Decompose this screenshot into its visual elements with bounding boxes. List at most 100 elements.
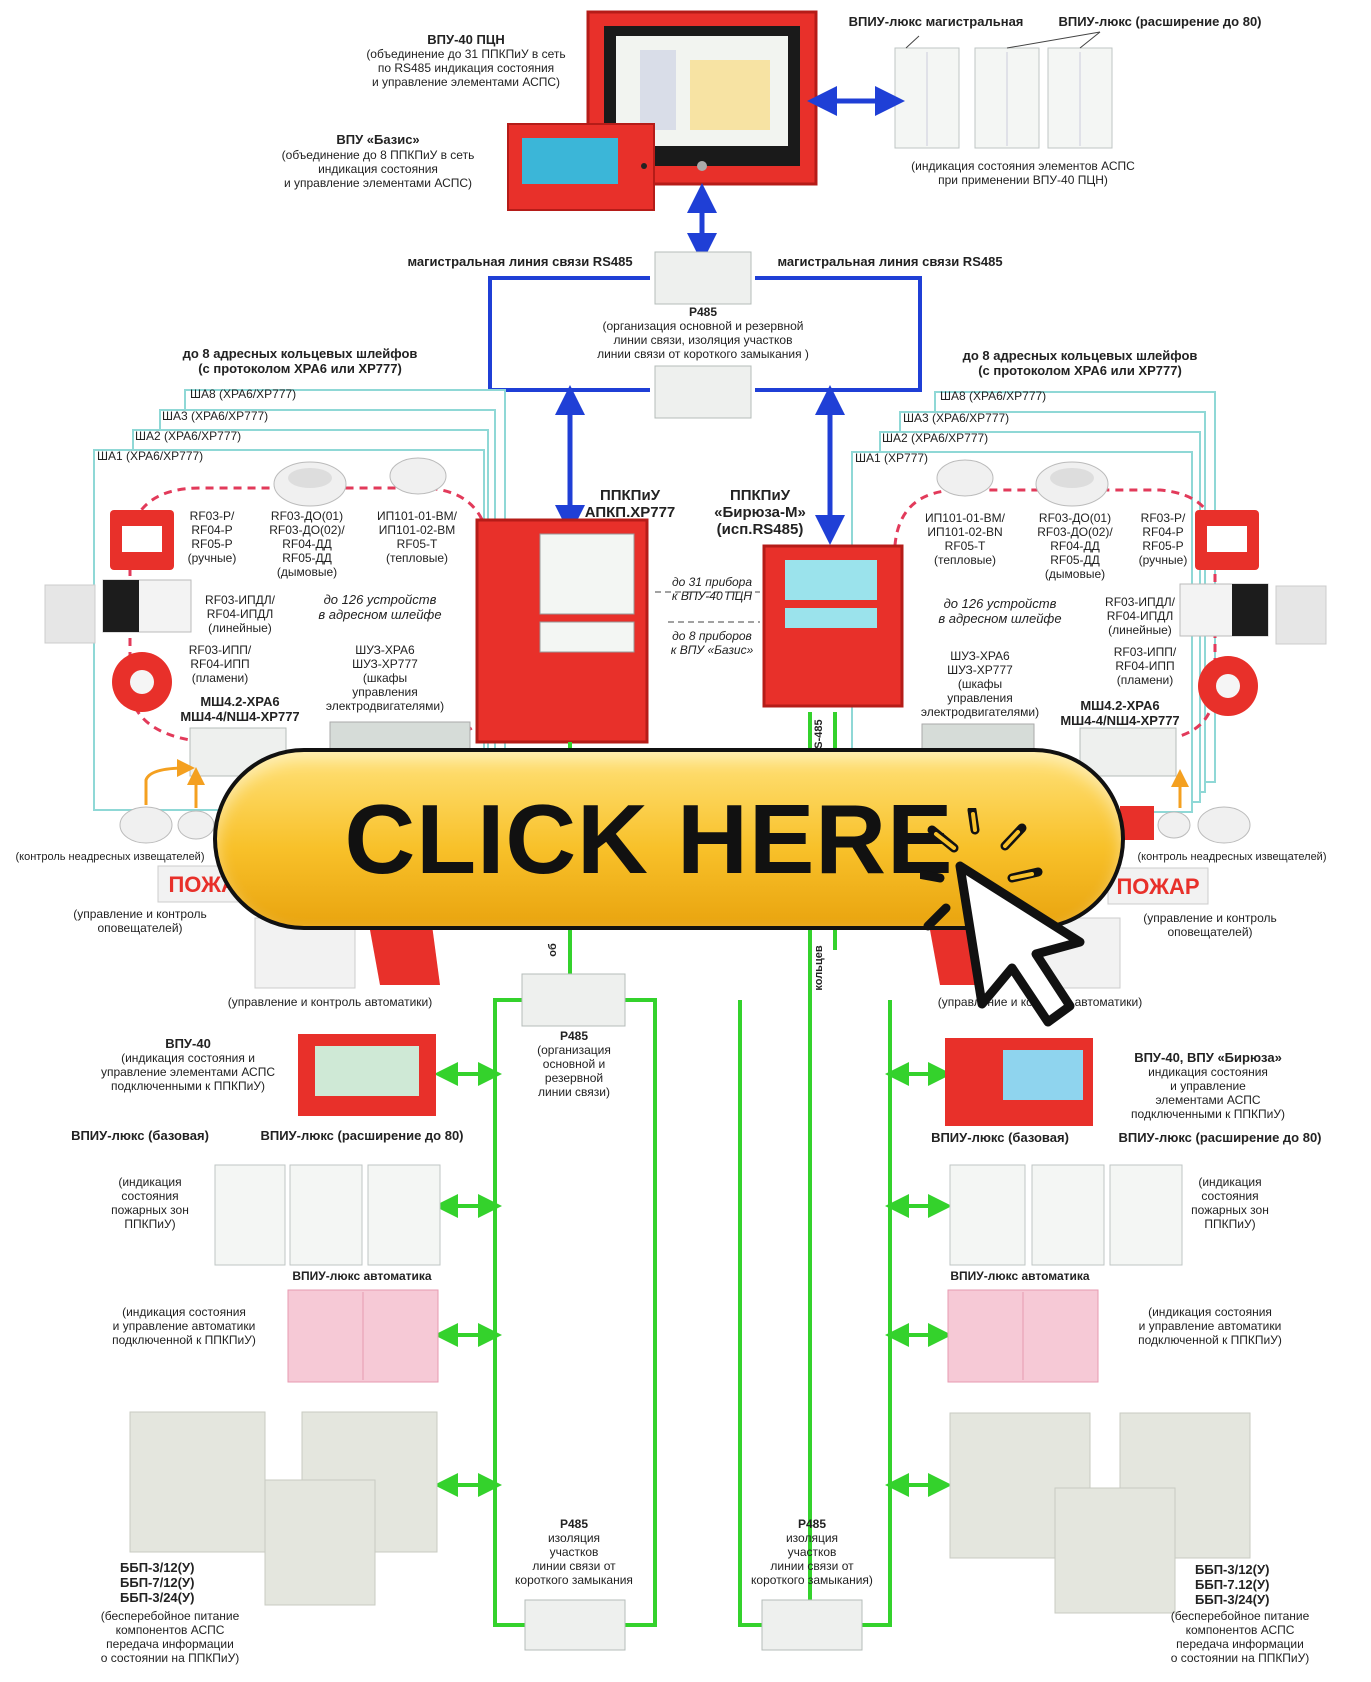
bottom_left-vpu40-lines-line-0: (индикация состояния и: [121, 1051, 255, 1065]
right_loop-smoke-line-2: RF04-ДД: [1050, 539, 1100, 553]
left_loop-heat-line-2: RF05-T: [397, 537, 438, 551]
left-manual-callpoint: [110, 510, 174, 570]
p485-bottom-right-module: [761, 1599, 863, 1651]
panels-bus_right_mid: кольцев: [813, 945, 825, 990]
bottom_left-zones-line-0: (индикация: [118, 1175, 181, 1189]
top-vpu_baza-lines-line-1: индикация состояния: [318, 162, 438, 176]
left_loop-linear-line-1: RF04-ИПДЛ: [207, 607, 274, 621]
click-here-button[interactable]: CLICK HERE: [213, 748, 1125, 930]
right_loop-smoke-line-1: RF03-ДО(02)/: [1037, 525, 1113, 539]
left_loop-auto: (управление и контроль автоматики): [228, 995, 432, 1009]
trunk-p485_lines-line-2: линии связи от короткого замыкания ): [597, 347, 809, 361]
right_loop-flame-line-0: RF03-ИПП/: [1114, 645, 1177, 659]
right_loop-msh-line-1: МШ4-4/NШ4-XP777: [1060, 713, 1179, 728]
right_loop-auto: (управление и контроль автоматики): [938, 995, 1142, 1009]
right_loop-linear-line-2: (линейные): [1108, 623, 1172, 637]
right_loop-header-line-1: (с протоколом XPA6 или XP777): [978, 363, 1182, 378]
bottom_left-vpiu_base: ВПИУ-люкс (базовая): [71, 1128, 209, 1143]
panels-note1-line-1: к ВПУ-40 ПЦН: [672, 589, 752, 603]
bl-vpiu-modules: [214, 1164, 441, 1266]
left_loop-sounders-line-0: (управление и контроль: [73, 907, 207, 921]
bl-psu-boxes: [129, 1411, 438, 1606]
right_loop-manual-line-3: (ручные): [1139, 553, 1188, 567]
left_loop-smoke-line-3: RF05-ДД: [282, 551, 332, 565]
bottom_left-psu_lines-line-2: передача информации: [106, 1637, 234, 1651]
bottom_right-zones-line-2: пожарных зон: [1191, 1203, 1269, 1217]
panels-bus_right_top: RS-485: [813, 719, 825, 756]
bottom_left-auto_title: ВПИУ-люкс автоматика: [292, 1269, 432, 1283]
bottom_left-vpu40-lines-line-1: управление элементами АСПС: [101, 1065, 275, 1079]
panels-bus_left: об: [547, 943, 559, 957]
trunk-p485_lines-line-1: линии связи, изоляция участков: [614, 333, 793, 347]
right_loop-tabs-2: ША2 (XPA6/XP777): [882, 431, 988, 445]
vpiu-top-modules: [894, 47, 1113, 149]
bottom_right-zones-line-0: (индикация: [1198, 1175, 1261, 1189]
left_loop-shuz-line-3: управления: [352, 685, 417, 699]
bottom_left-vpiu_ext: ВПИУ-люкс (расширение до 80): [260, 1128, 463, 1143]
bottom_left-zones-line-3: ППКПиУ): [124, 1217, 175, 1231]
top-vpiu_caption-line-0: (индикация состояния элементов АСПС: [911, 159, 1135, 173]
top-vpu40_pcn-lines-line-0: (объединение до 31 ППКПиУ в сеть: [366, 47, 565, 61]
left_loop-flame-line-2: (пламени): [192, 671, 248, 685]
p485_mid-lines-line-3: линии связи): [538, 1085, 610, 1099]
left_loop-header-line-1: (с протоколом XPA6 или XP777): [198, 361, 402, 376]
right-smoke-detector: [1035, 461, 1109, 507]
left_loop-smoke-line-4: (дымовые): [277, 565, 337, 579]
click-here-label: CLICK HERE: [344, 783, 954, 894]
bottom_left-auto_lines-line-1: и управление автоматики: [113, 1319, 256, 1333]
panels-left-line-1: АПКП.XP777: [585, 504, 676, 521]
p485_left_bottom-lines-line-2: линии связи от: [532, 1559, 616, 1573]
right_loop-shuz-line-4: электродвигателями): [921, 705, 1039, 719]
right_loop-tabs-3: ША1 (XP777): [855, 451, 928, 465]
bottom_right-auto_title: ВПИУ-люкс автоматика: [950, 1269, 1090, 1283]
left_loop-sounders-line-1: оповещателей): [97, 921, 182, 935]
left_loop-tabs-2: ША2 (XPA6/XP777): [135, 429, 241, 443]
panels-left-line-0: ППКПиУ: [600, 487, 661, 504]
bottom_left-psu_models-line-1: ББП-7/12(У): [120, 1575, 194, 1590]
panels-right-line-1: «Бирюза-М»: [714, 504, 806, 521]
left-linear-detector: [44, 579, 192, 644]
top-vpiu_ext: ВПИУ-люкс (расширение до 80): [1058, 14, 1261, 29]
bottom_left-psu_models-line-2: ББП-3/24(У): [120, 1590, 194, 1605]
vpu-baza-device: [507, 123, 655, 211]
p485_mid-lines-line-0: (организация: [537, 1043, 611, 1057]
br-psu-boxes: [949, 1412, 1251, 1614]
left-flame-detector: [112, 652, 172, 712]
bottom_left-auto_lines-line-2: подключенной к ППКПиУ): [112, 1333, 256, 1347]
top-vpu40_pcn-lines-line-1: по RS485 индикация состояния: [378, 61, 554, 75]
right_loop-tabs-1: ША3 (XPA6/XP777): [903, 411, 1009, 425]
right_loop-manual-line-1: RF04-P: [1142, 525, 1183, 539]
right_loop-linear-line-0: RF03-ИПДЛ/: [1105, 595, 1176, 609]
right_loop-flame-line-1: RF04-ИПП: [1115, 659, 1174, 673]
left-nonaddr-label: (контроль неадресных извещателей): [16, 851, 205, 863]
left_loop-manual-line-2: RF05-P: [191, 537, 232, 551]
right_loop-smoke-line-3: RF05-ДД: [1050, 553, 1100, 567]
bottom_right-psu_lines-line-0: (бесперебойное питание: [1171, 1609, 1310, 1623]
right_loop-heat-line-3: (тепловые): [934, 553, 996, 567]
left_loop-linear-line-0: RF03-ИПДЛ/: [205, 593, 276, 607]
left_loop-shuz-line-2: (шкафы: [363, 671, 407, 685]
left_loop-tabs-0: ША8 (XPA6/XP777): [190, 387, 296, 401]
left_loop-capacity-line-0: до 126 устройств: [324, 592, 437, 607]
right_loop-header-line-0: до 8 адресных кольцевых шлейфов: [963, 348, 1198, 363]
p485-top2-module: [654, 365, 752, 419]
right-manual-callpoint: [1195, 510, 1259, 570]
right_loop-pozhar: ПОЖАР: [1116, 874, 1199, 899]
bottom_left-vpu40-title: ВПУ-40: [165, 1036, 211, 1051]
right-nonaddr-detectors: [1120, 806, 1251, 844]
bottom_left-auto_lines-line-0: (индикация состояния: [122, 1305, 246, 1319]
right_loop-capacity-line-0: до 126 устройств: [944, 596, 1057, 611]
bottom_right-psu_lines-line-1: компонентов АСПС: [1186, 1623, 1295, 1637]
right_loop-smoke-line-4: (дымовые): [1045, 567, 1105, 581]
p485_left_bottom-lines-line-3: короткого замыкания: [515, 1573, 633, 1587]
left-nonaddr-detectors: [119, 806, 215, 844]
trunk-left_label: магистральная линия связи RS485: [407, 254, 632, 269]
right_loop-flame-line-2: (пламени): [1117, 673, 1173, 687]
trunk-p485_title: Р485: [689, 305, 717, 319]
right_loop-shuz-line-2: (шкафы: [958, 677, 1002, 691]
p485_right_bottom-lines-line-3: короткого замыкания): [751, 1573, 873, 1587]
bottom_left-psu_lines-line-3: о состоянии на ППКПиУ): [101, 1651, 240, 1665]
p485_right_bottom-title: Р485: [798, 1517, 826, 1531]
right_loop-sounders-line-0: (управление и контроль: [1143, 911, 1277, 925]
top-vpu40_pcn-lines-line-2: и управление элементами АСПС): [372, 75, 560, 89]
